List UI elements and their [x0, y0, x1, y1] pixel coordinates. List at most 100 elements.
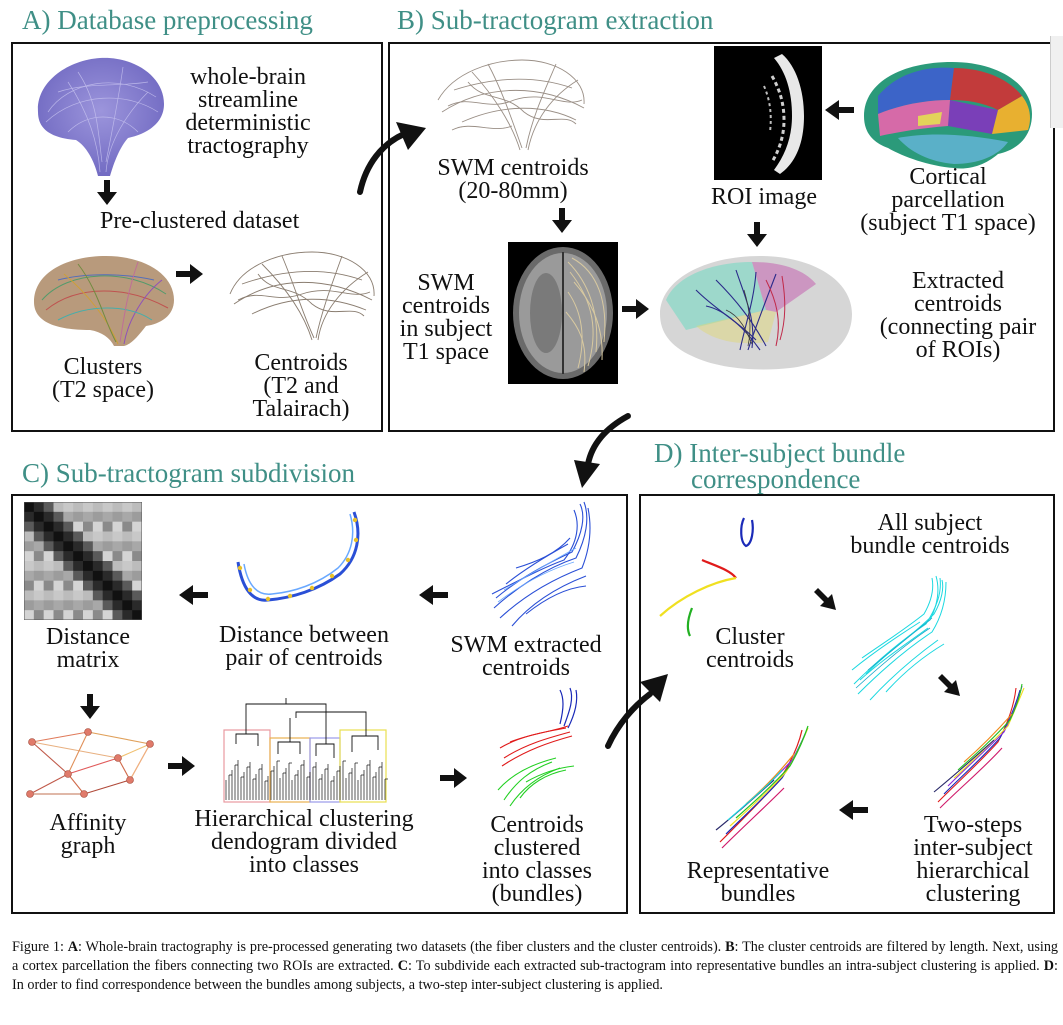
- extracted-centroids-image: [660, 256, 852, 370]
- tractography-line-4: tractography: [187, 133, 309, 159]
- hierarchical-line-3: into classes: [249, 852, 359, 878]
- centroids-line-3: Talairach): [252, 396, 350, 422]
- preclustered-label: Pre-clustered dataset: [100, 208, 300, 234]
- arrow-left-icon: [825, 100, 854, 120]
- caption-a-text: : Whole-brain tractography is pre-proces…: [78, 939, 722, 955]
- centroids-line-1: Centroids: [254, 350, 348, 376]
- panel-c-title: C) Sub-tractogram subdivision: [22, 458, 355, 488]
- roi-image: [714, 46, 822, 180]
- caption-d-label: D: [1043, 958, 1055, 974]
- tractography-line-1: whole-brain: [190, 64, 306, 90]
- two-steps-line-1: Two-steps: [923, 812, 1023, 838]
- panel-d-title: D) Inter-subject bundle correspondence: [654, 438, 906, 494]
- swm-extracted-line-2: centroids: [482, 655, 570, 681]
- arrow-down-right-icon: [814, 588, 836, 610]
- panel-d-title-line1: D) Inter-subject bundle: [654, 438, 906, 468]
- arrow-right-icon: [168, 756, 195, 776]
- centroids-label: Centroids (T2 and Talairach): [226, 350, 376, 422]
- arrow-down-icon: [552, 208, 572, 233]
- caption-a-label: A: [67, 939, 79, 955]
- arrow-down-icon: [747, 222, 767, 247]
- clusters-line-2: (T2 space): [52, 377, 154, 403]
- panel-d-title-line2: correspondence: [691, 464, 861, 494]
- clusters-brain-image: [34, 256, 174, 346]
- arrow-right-icon: [622, 299, 649, 319]
- caption-d-text: : In order to find correspondence betwee…: [12, 958, 1058, 993]
- two-steps-line-4: clustering: [925, 881, 1021, 907]
- affinity-graph-image: [26, 728, 154, 798]
- affinity-line-1: Affinity: [49, 810, 127, 836]
- representative-line-1: Representative: [686, 858, 830, 884]
- extracted-line-1: Extracted: [912, 268, 1004, 294]
- arrow-down-right-icon: [938, 674, 960, 696]
- distance-matrix-label: Distance matrix: [20, 624, 156, 673]
- cortical-line-3: (subject T1 space): [860, 210, 1036, 236]
- representative-bundles-image: [715, 725, 809, 849]
- all-subject-line-1: All subject: [877, 510, 983, 536]
- affinity-line-2: graph: [60, 833, 116, 859]
- extracted-line-3: (connecting pair: [879, 314, 1037, 340]
- scrollbar-thumb[interactable]: [1050, 36, 1063, 128]
- clustered-line-1: Centroids: [490, 812, 584, 838]
- caption-c-text: : To subdivide each extracted sub-tracto…: [408, 958, 1040, 974]
- curved-arrow-b-to-c-icon: [574, 413, 631, 488]
- two-steps-line-2: inter-subject: [913, 835, 1033, 861]
- dendrogram-image: [223, 698, 388, 803]
- swm-subject-line-4: T1 space: [403, 339, 489, 365]
- curved-arrow-c-to-d-icon: [605, 674, 668, 749]
- clustered-label: Centroids clustered into classes (bundle…: [452, 812, 622, 907]
- figure-caption: Figure 1: A: Whole-brain tractography is…: [12, 938, 1058, 995]
- cluster-centroids-line-2: centroids: [706, 647, 794, 673]
- swm-extracted-centroids-image: [491, 501, 591, 627]
- distance-between-line-1: Distance between: [219, 622, 389, 648]
- swm-subject-line-3: in subject: [399, 316, 493, 342]
- swm-subject-label: SWM centroids in subject T1 space: [386, 270, 506, 365]
- arrow-left-icon: [179, 585, 208, 605]
- clusters-label: Clusters (T2 space): [28, 354, 178, 403]
- swm-extracted-line-1: SWM extracted: [450, 632, 602, 658]
- cluster-centroids-image: [659, 517, 754, 637]
- hierarchical-line-2: dendogram divided: [211, 829, 397, 855]
- whole-brain-tractography-image: [37, 57, 164, 177]
- two-steps-line-3: hierarchical: [916, 858, 1030, 884]
- swm-centroids-line-1: SWM centroids: [437, 155, 589, 181]
- arrow-right-icon: [440, 768, 467, 788]
- distance-matrix-line-2: matrix: [56, 647, 120, 673]
- t1-mri-image: [508, 242, 618, 384]
- hierarchical-line-1: Hierarchical clustering: [194, 806, 414, 832]
- clustered-line-2: clustered: [493, 835, 581, 861]
- panel-a-title: A) Database preprocessing: [22, 5, 313, 35]
- all-subject-label: All subject bundle centroids: [820, 510, 1040, 559]
- tractography-line-3: deterministic: [185, 110, 311, 136]
- extracted-label: Extracted centroids (connecting pair of …: [858, 268, 1058, 363]
- representative-label: Representative bundles: [664, 858, 852, 907]
- caption-b-label: B: [725, 939, 735, 955]
- caption-b-text: : The cluster centroids are filtered by …: [12, 939, 1059, 974]
- extracted-line-4: of ROIs): [915, 337, 1001, 363]
- tractography-line-2: streamline: [198, 87, 298, 113]
- distance-between-label: Distance between pair of centroids: [196, 622, 412, 671]
- tractography-label: whole-brain streamline deterministic tra…: [168, 64, 328, 159]
- distance-matrix-line-1: Distance: [46, 624, 130, 650]
- curved-arrow-a-to-b-icon: [357, 122, 426, 195]
- representative-line-2: bundles: [720, 881, 796, 907]
- arrow-down-icon: [80, 694, 100, 719]
- panel-b-title: B) Sub-tractogram extraction: [397, 5, 714, 35]
- swm-extracted-label: SWM extracted centroids: [428, 632, 624, 681]
- hierarchical-label: Hierarchical clustering dendogram divide…: [168, 806, 440, 878]
- cortical-line-2: parcellation: [891, 187, 1005, 213]
- distance-matrix-image: [24, 502, 142, 620]
- cortical-line-1: Cortical: [909, 164, 987, 190]
- two-steps-label: Two-steps inter-subject hierarchical clu…: [888, 812, 1058, 907]
- arrow-left-icon: [419, 585, 448, 605]
- cluster-centroids-label: Cluster centroids: [690, 625, 810, 673]
- clustered-line-3: into classes: [482, 858, 592, 884]
- swm-subject-line-1: SWM: [417, 270, 475, 296]
- arrow-left-icon: [839, 800, 868, 820]
- all-subject-line-2: bundle centroids: [850, 533, 1010, 559]
- distance-between-line-2: pair of centroids: [225, 645, 383, 671]
- swm-centroids-label: SWM centroids (20-80mm): [418, 155, 608, 203]
- all-subject-centroids-image: [851, 575, 947, 701]
- clustered-line-4: (bundles): [491, 881, 583, 907]
- clusters-line-1: Clusters: [63, 354, 143, 380]
